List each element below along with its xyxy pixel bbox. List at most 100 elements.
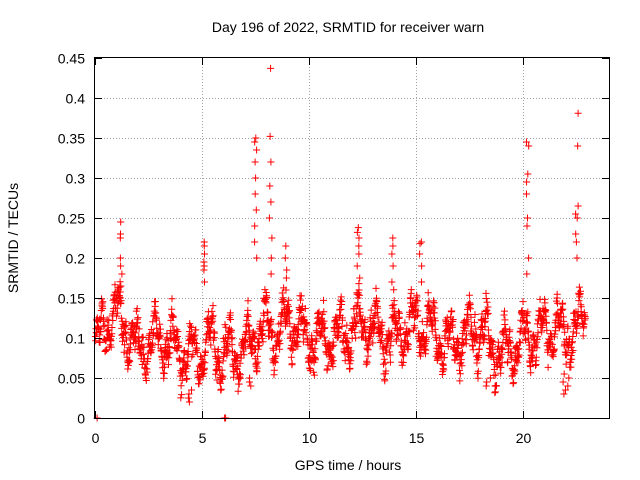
data-point: [301, 326, 309, 334]
y-tick-label: 0.15: [58, 291, 85, 307]
data-point: [553, 290, 561, 298]
x-tick-label: 20: [516, 430, 532, 446]
data-point: [490, 355, 498, 363]
data-point: [529, 347, 537, 355]
data-point: [156, 320, 164, 328]
data-point: [108, 324, 116, 331]
data-point: [548, 340, 556, 348]
data-point: [379, 350, 387, 358]
data-point: [543, 326, 551, 334]
data-point: [335, 324, 343, 331]
data-point: [244, 312, 252, 320]
data-point: [352, 334, 360, 342]
data-point: [246, 374, 254, 382]
data-point: [416, 352, 424, 360]
data-point: [154, 341, 162, 349]
data-point: [271, 359, 279, 367]
data-point: [366, 334, 374, 342]
data-point: [524, 170, 532, 178]
data-point: [459, 348, 466, 356]
data-point: [386, 358, 394, 366]
data-point: [345, 351, 353, 358]
data-point: [178, 372, 186, 380]
data-point: [370, 329, 378, 337]
data-point: [219, 372, 227, 380]
data-point: [176, 356, 184, 364]
data-point: [504, 359, 512, 367]
data-point: [259, 338, 267, 346]
data-point: [192, 326, 200, 334]
data-point: [288, 360, 296, 368]
data-point: [165, 343, 173, 351]
data-point: [540, 307, 548, 315]
data-point: [253, 364, 261, 372]
data-point: [281, 254, 289, 262]
data-point: [508, 355, 516, 363]
data-point: [201, 359, 209, 367]
data-point: [497, 369, 505, 377]
data-point: [417, 238, 425, 246]
data-point: [493, 382, 500, 390]
data-point: [163, 334, 171, 342]
data-point: [187, 322, 194, 330]
data-point: [217, 386, 225, 394]
data-point: [501, 316, 509, 324]
data-point: [371, 320, 379, 327]
data-point: [511, 367, 519, 375]
data-point: [449, 316, 457, 323]
data-point: [431, 304, 439, 312]
data-point: [497, 354, 504, 362]
data-point: [562, 360, 570, 368]
data-point: [388, 329, 396, 337]
data-point: [149, 318, 157, 326]
data-point: [139, 333, 147, 341]
data-point: [185, 390, 193, 398]
data-point: [161, 363, 168, 371]
data-point: [134, 314, 142, 322]
data-point: [380, 360, 387, 368]
data-point: [399, 359, 407, 366]
data-point: [573, 214, 581, 222]
data-point: [484, 309, 492, 317]
data-point: [381, 359, 389, 367]
data-point: [101, 322, 109, 330]
data-point: [240, 351, 248, 359]
data-point: [113, 312, 121, 320]
data-point: [532, 353, 540, 361]
data-point: [248, 350, 255, 358]
data-point: [469, 342, 477, 350]
data-point: [116, 254, 124, 262]
data-point: [389, 304, 397, 312]
data-point: [297, 296, 304, 304]
data-point: [122, 321, 130, 329]
data-point: [159, 359, 167, 367]
data-point: [519, 298, 527, 306]
data-point: [252, 174, 260, 182]
data-point: [329, 342, 337, 350]
data-point: [175, 342, 183, 350]
data-point: [142, 377, 150, 384]
data-point: [363, 359, 371, 367]
data-point: [475, 345, 483, 353]
data-point: [200, 258, 208, 266]
y-tick-label: 0.2: [66, 251, 86, 267]
data-point: [97, 307, 105, 314]
data-point: [286, 320, 294, 328]
data-point: [114, 309, 122, 317]
data-point: [354, 224, 362, 232]
data-point: [97, 328, 105, 336]
data-point: [266, 132, 274, 140]
data-point: [469, 346, 477, 354]
data-point: [352, 322, 360, 330]
data-point: [416, 250, 424, 258]
x-axis-label: GPS time / hours: [295, 457, 402, 473]
data-point: [443, 314, 451, 322]
data-point: [278, 289, 286, 297]
y-tick-label: 0.3: [66, 171, 86, 187]
data-point: [211, 329, 219, 337]
data-point: [303, 321, 311, 329]
data-point: [389, 234, 397, 242]
data-point: [389, 313, 397, 321]
data-point: [177, 382, 185, 390]
data-point: [543, 319, 550, 327]
